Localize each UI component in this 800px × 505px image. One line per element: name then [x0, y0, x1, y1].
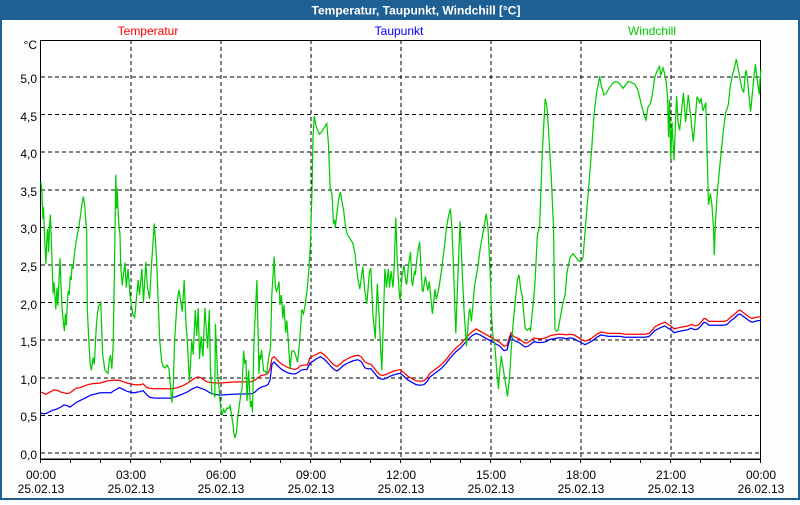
svg-text:0,0: 0,0 — [20, 448, 37, 462]
svg-text:4,5: 4,5 — [20, 110, 37, 124]
svg-text:09:00: 09:00 — [296, 468, 326, 482]
svg-text:25.02.13: 25.02.13 — [288, 482, 335, 496]
svg-text:25.02.13: 25.02.13 — [18, 482, 65, 496]
svg-text:03:00: 03:00 — [116, 468, 146, 482]
svg-text:1,0: 1,0 — [20, 373, 37, 387]
svg-text:Temperatur, Taupunkt, Windchil: Temperatur, Taupunkt, Windchill [°C] — [312, 4, 521, 18]
svg-text:15:00: 15:00 — [476, 468, 506, 482]
svg-text:25.02.13: 25.02.13 — [378, 482, 425, 496]
svg-text:Temperatur: Temperatur — [118, 24, 179, 38]
svg-text:0,5: 0,5 — [20, 410, 37, 424]
svg-text:2,5: 2,5 — [20, 260, 37, 274]
svg-text:3,0: 3,0 — [20, 222, 37, 236]
svg-text:°C: °C — [24, 38, 38, 52]
svg-text:18:00: 18:00 — [566, 468, 596, 482]
svg-text:25.02.13: 25.02.13 — [468, 482, 515, 496]
svg-text:00:00: 00:00 — [746, 468, 776, 482]
svg-text:25.02.13: 25.02.13 — [108, 482, 155, 496]
svg-text:06:00: 06:00 — [206, 468, 236, 482]
svg-text:00:00: 00:00 — [26, 468, 56, 482]
svg-text:3,5: 3,5 — [20, 185, 37, 199]
svg-text:25.02.13: 25.02.13 — [198, 482, 245, 496]
svg-text:4,0: 4,0 — [20, 147, 37, 161]
svg-text:2,0: 2,0 — [20, 298, 37, 312]
svg-text:1,5: 1,5 — [20, 335, 37, 349]
svg-text:Windchill: Windchill — [628, 24, 676, 38]
svg-text:12:00: 12:00 — [386, 468, 416, 482]
svg-text:21:00: 21:00 — [656, 468, 686, 482]
svg-text:Taupunkt: Taupunkt — [375, 24, 424, 38]
svg-text:26.02.13: 26.02.13 — [738, 482, 785, 496]
svg-text:25.02.13: 25.02.13 — [558, 482, 605, 496]
svg-text:25.02.13: 25.02.13 — [648, 482, 695, 496]
svg-text:5,0: 5,0 — [20, 72, 37, 86]
